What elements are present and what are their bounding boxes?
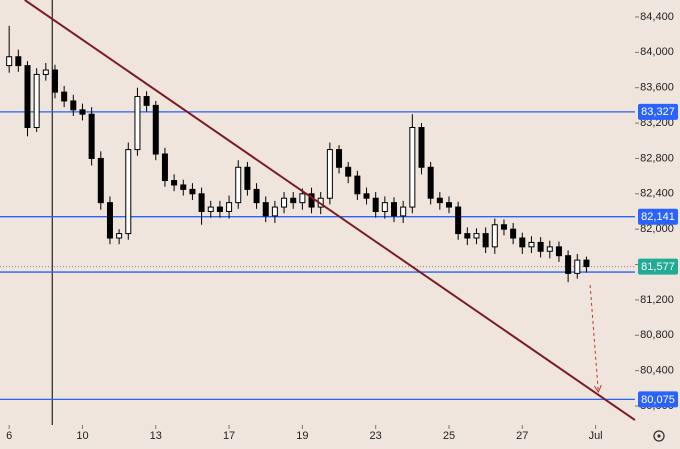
candle-body xyxy=(198,193,205,212)
candle-body xyxy=(290,197,297,204)
x-tick-label: 10 xyxy=(76,430,88,442)
y-tick-label: 84,000 xyxy=(640,46,674,58)
candle-body xyxy=(70,100,77,111)
price-label-box xyxy=(638,103,678,120)
candle-body xyxy=(546,246,553,252)
candle-body xyxy=(6,56,13,67)
candle-body xyxy=(455,206,462,235)
candle-body xyxy=(308,193,315,208)
candle-body xyxy=(574,259,581,274)
y-tick-label: 80,800 xyxy=(640,329,674,341)
candle-body xyxy=(482,233,489,248)
gear[interactable] xyxy=(653,430,665,442)
price-label-box xyxy=(638,391,678,408)
candle-body xyxy=(171,180,178,186)
candle-body xyxy=(51,69,58,93)
candle-body xyxy=(33,73,40,128)
candle-body xyxy=(42,69,49,75)
arrow-head xyxy=(593,384,602,394)
price-label-box xyxy=(638,208,678,225)
candle-body xyxy=(519,237,526,248)
price-label: 83,327 xyxy=(641,106,675,118)
candle-body xyxy=(427,166,434,199)
candle-body xyxy=(97,157,104,204)
candle-body xyxy=(244,166,251,190)
candle-body xyxy=(336,149,343,168)
candle-body xyxy=(79,109,86,115)
x-tick-label: 25 xyxy=(443,430,455,442)
x-tick-label: 23 xyxy=(370,430,382,442)
candle-body xyxy=(583,259,590,268)
candle-body xyxy=(345,166,352,177)
candle-body xyxy=(226,202,233,212)
candle-body xyxy=(445,202,452,208)
candle-body xyxy=(271,206,278,217)
y-tick-label: 82,800 xyxy=(640,152,674,164)
candle-body xyxy=(464,233,471,239)
candle-body xyxy=(473,233,480,239)
candle-body xyxy=(134,96,141,151)
candle-body xyxy=(381,202,388,212)
y-tick-label: 84,400 xyxy=(640,11,674,23)
candle-body xyxy=(15,56,22,67)
y-tick-label: 80,400 xyxy=(640,365,674,377)
candle-body xyxy=(372,197,379,212)
candle-body xyxy=(391,202,398,217)
x-tick-label: 13 xyxy=(150,430,162,442)
settings-icon[interactable] xyxy=(653,430,665,442)
y-tick-label: 82,400 xyxy=(640,188,674,200)
candle-body xyxy=(555,246,562,257)
x-tick-label: 19 xyxy=(296,430,308,442)
candle-body xyxy=(106,202,113,239)
y-tick-label: 82,000 xyxy=(640,223,674,235)
candle-body xyxy=(409,126,416,208)
price-label: 82,141 xyxy=(641,211,675,223)
x-tick-label: 6 xyxy=(6,430,12,442)
candle-body xyxy=(88,113,95,159)
candle-body xyxy=(253,188,260,204)
candle-body xyxy=(354,175,361,195)
y-tick-label: 83,200 xyxy=(640,117,674,129)
candle-body xyxy=(125,149,132,235)
candle-body xyxy=(216,206,223,212)
candle-body xyxy=(161,153,168,182)
candle-body xyxy=(491,224,498,248)
price-label: 81,577 xyxy=(641,261,675,273)
candle-body xyxy=(281,197,288,208)
price-label-box xyxy=(638,258,678,275)
x-tick-label: 27 xyxy=(516,430,528,442)
candle-body xyxy=(116,233,123,239)
candle-body xyxy=(436,197,443,204)
candle-body xyxy=(152,104,159,155)
candle-body xyxy=(180,184,187,190)
trendline xyxy=(24,0,636,421)
price-label: 80,075 xyxy=(641,394,675,406)
candle-body xyxy=(565,255,572,274)
candle-body xyxy=(326,149,333,199)
y-tick-label: 83,600 xyxy=(640,82,674,94)
candle-body xyxy=(235,166,242,204)
candle-body xyxy=(537,241,544,252)
candle-body xyxy=(500,224,507,230)
x-tick-label: 17 xyxy=(223,430,235,442)
candle-body xyxy=(528,241,535,248)
candle-body xyxy=(262,202,269,217)
candle-body xyxy=(24,65,31,128)
candle-body xyxy=(418,126,425,168)
candle-body xyxy=(189,188,196,195)
gear-center[interactable] xyxy=(657,434,661,438)
candle-body xyxy=(299,193,306,204)
candle-body xyxy=(363,193,370,199)
candle-body xyxy=(143,96,150,106)
candle-body xyxy=(510,228,517,239)
candle-body xyxy=(400,206,407,217)
candle-body xyxy=(61,91,68,102)
x-tick-label: Jul xyxy=(589,430,603,442)
y-tick-label: 81,200 xyxy=(640,294,674,306)
candle-body xyxy=(207,206,214,212)
